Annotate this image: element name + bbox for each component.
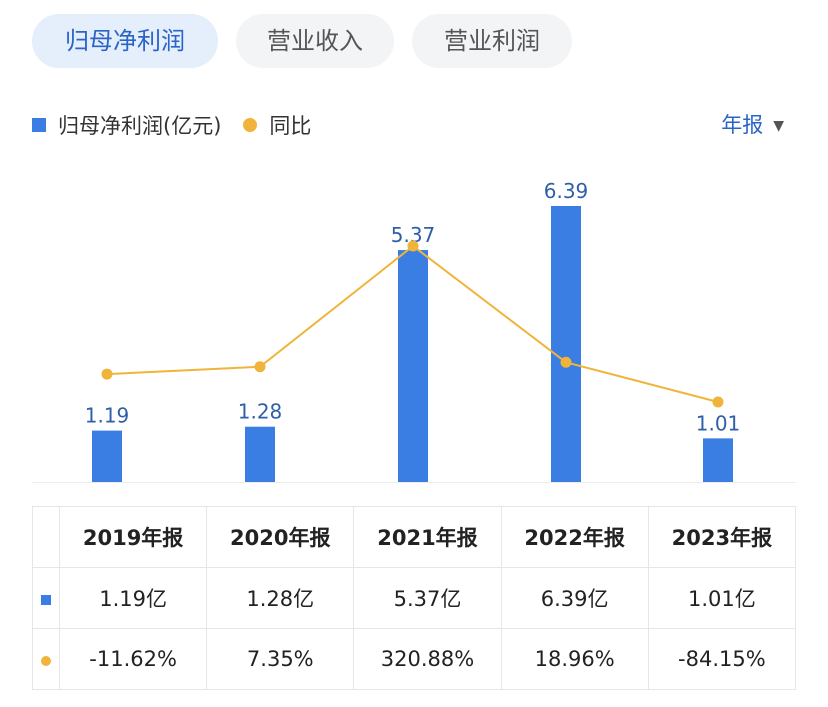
bar-value-label: 6.39 bbox=[544, 179, 589, 203]
table-header: 2019年报 bbox=[58, 506, 208, 568]
tab-operating-profit[interactable]: 营业利润 bbox=[412, 14, 572, 68]
bar-2022年报 bbox=[551, 206, 581, 482]
yoy-point-2022年报 bbox=[560, 356, 572, 368]
table-corner-cell bbox=[32, 506, 60, 568]
yoy-cell: 7.35% bbox=[206, 628, 355, 690]
profit-cell: 5.37亿 bbox=[353, 567, 502, 629]
table-header: 2023年报 bbox=[647, 506, 797, 568]
square-marker-icon bbox=[41, 595, 51, 605]
profit-cell: 1.28亿 bbox=[206, 567, 355, 629]
bar-2023年报 bbox=[703, 438, 733, 482]
profit-cell: 1.01亿 bbox=[647, 567, 797, 629]
yoy-point-2021年报 bbox=[407, 240, 419, 252]
table-header-row: 2019年报 2020年报 2021年报 2022年报 2023年报 bbox=[32, 506, 797, 568]
chart-area: 1.19 1.285.376.391.01 bbox=[32, 179, 796, 483]
profit-cell: 1.19亿 bbox=[58, 567, 208, 629]
bar-2021年报 bbox=[398, 250, 428, 482]
yoy-cell: 18.96% bbox=[500, 628, 649, 690]
yoy-point-2020年报 bbox=[254, 361, 266, 373]
profit-row-marker bbox=[32, 567, 60, 629]
data-table: 2019年报 2020年报 2021年报 2022年报 2023年报 1.19亿… bbox=[32, 506, 797, 690]
line-legend-marker bbox=[243, 118, 258, 132]
table-header: 2020年报 bbox=[206, 506, 355, 568]
yoy-row: -11.62% 7.35% 320.88% 18.96% -84.15% bbox=[32, 628, 797, 690]
yoy-cell: -11.62% bbox=[58, 628, 208, 690]
bar-value-label: 1.19 bbox=[85, 404, 130, 428]
yoy-row-marker bbox=[32, 628, 60, 690]
yoy-cell: -84.15% bbox=[647, 628, 797, 690]
line-legend-label: 同比 bbox=[269, 114, 312, 138]
yoy-point-2023年报 bbox=[712, 396, 724, 408]
profit-row: 1.19亿 1.28亿 5.37亿 6.39亿 1.01亿 bbox=[32, 567, 797, 629]
bar-2019年报 bbox=[92, 430, 122, 482]
yoy-point-2019年报 bbox=[101, 368, 113, 380]
bar-2020年报 bbox=[245, 426, 275, 482]
profit-cell: 6.39亿 bbox=[500, 567, 649, 629]
period-selector[interactable]: 年报 ▼ bbox=[721, 110, 784, 140]
chart-legend: 归母净利润(亿元) 同比 bbox=[32, 110, 311, 140]
bar-value-label: 1.28 bbox=[238, 400, 283, 424]
table-header: 2021年报 bbox=[353, 506, 502, 568]
dot-marker-icon bbox=[41, 656, 51, 666]
yoy-cell: 320.88% bbox=[353, 628, 502, 690]
bar-legend-label: 归母净利润(亿元) bbox=[58, 114, 222, 138]
tab-revenue[interactable]: 营业收入 bbox=[236, 14, 394, 68]
tab-net-profit[interactable]: 归母净利润 bbox=[32, 14, 218, 68]
period-selector-label: 年报 bbox=[721, 113, 764, 137]
bar-legend-marker bbox=[32, 118, 46, 132]
bar-value-label: 1.01 bbox=[696, 411, 741, 435]
caret-down-icon: ▼ bbox=[773, 118, 784, 134]
table-header: 2022年报 bbox=[500, 506, 649, 568]
